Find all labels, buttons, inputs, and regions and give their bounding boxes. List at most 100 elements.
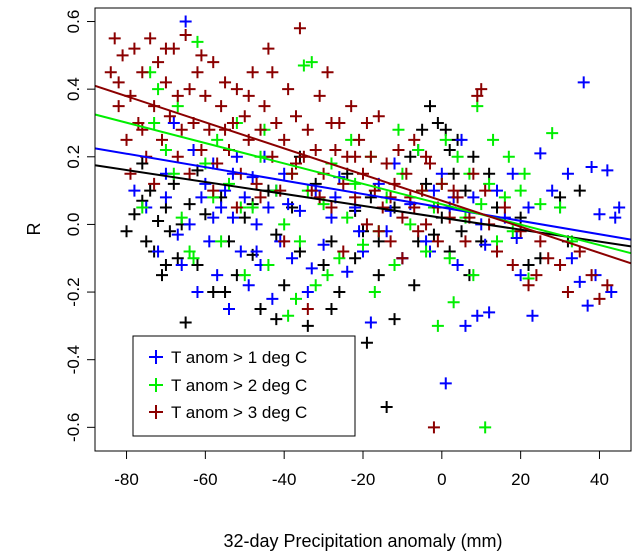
data-point-series-3 <box>313 89 326 102</box>
data-point-series-1 <box>483 306 496 319</box>
data-point-series-0 <box>420 177 433 190</box>
data-point-series-1 <box>199 177 212 190</box>
data-point-series-3 <box>104 66 117 79</box>
data-point-series-2 <box>305 56 318 69</box>
y-tick-label: 0.4 <box>64 77 83 101</box>
data-point-series-3 <box>530 269 543 282</box>
data-point-series-0 <box>439 123 452 136</box>
data-point-series-1 <box>341 265 354 278</box>
data-point-series-0 <box>455 225 468 238</box>
data-point-series-2 <box>246 201 259 214</box>
data-point-series-3 <box>435 177 448 190</box>
fit-line-series-2 <box>94 113 632 255</box>
data-point-series-2 <box>388 259 401 272</box>
data-point-series-1 <box>230 150 243 163</box>
data-point-series-3 <box>211 157 224 170</box>
data-point-series-3 <box>246 66 259 79</box>
data-point-series-3 <box>400 167 413 180</box>
data-point-series-0 <box>459 184 472 197</box>
data-point-series-1 <box>546 184 559 197</box>
data-point-series-2 <box>183 245 196 258</box>
data-point-series-3 <box>459 235 472 248</box>
data-point-series-1 <box>203 235 216 248</box>
data-point-series-3 <box>349 150 362 163</box>
data-point-series-3 <box>396 211 409 224</box>
data-point-series-1 <box>211 269 224 282</box>
data-point-series-1 <box>565 252 578 265</box>
data-point-series-0 <box>380 401 393 414</box>
data-point-series-0 <box>159 201 172 214</box>
data-point-series-3 <box>593 292 606 305</box>
y-tick-label: 0.6 <box>64 10 83 34</box>
data-point-series-2 <box>282 309 295 322</box>
data-point-series-3 <box>424 157 436 170</box>
data-point-series-1 <box>325 211 338 224</box>
data-point-series-0 <box>317 259 330 272</box>
data-point-series-3 <box>254 123 267 136</box>
y-tick-label: 0.2 <box>64 145 83 169</box>
data-point-series-1 <box>207 211 220 224</box>
data-point-series-3 <box>329 144 342 157</box>
x-tick-label: 20 <box>511 470 530 489</box>
data-point-series-2 <box>238 269 251 282</box>
data-point-series-1 <box>459 319 472 332</box>
data-point-series-2 <box>483 177 496 190</box>
data-point-series-3 <box>313 191 326 204</box>
data-point-series-2 <box>278 218 291 231</box>
data-point-series-0 <box>416 123 429 136</box>
data-point-series-0 <box>219 286 232 299</box>
y-axis-label: R <box>24 223 44 236</box>
data-point-series-0 <box>167 177 180 190</box>
data-point-series-2 <box>333 252 346 265</box>
data-point-series-0 <box>278 279 291 292</box>
data-point-series-3 <box>601 279 614 292</box>
data-point-series-2 <box>341 211 354 224</box>
data-point-series-3 <box>152 56 165 69</box>
data-point-series-1 <box>215 201 228 214</box>
data-point-series-1 <box>349 201 362 214</box>
data-point-series-1 <box>246 171 259 184</box>
data-point-series-0 <box>349 252 362 265</box>
data-point-series-2 <box>368 286 381 299</box>
data-point-series-3 <box>321 66 334 79</box>
data-point-series-1 <box>191 286 204 299</box>
data-point-series-1 <box>455 133 468 146</box>
data-point-series-1 <box>506 167 519 180</box>
data-point-series-3 <box>282 83 295 96</box>
data-point-series-3 <box>408 133 421 146</box>
data-point-series-3 <box>364 150 377 163</box>
data-point-series-3 <box>144 32 157 45</box>
data-point-series-3 <box>380 157 393 170</box>
data-point-series-2 <box>152 83 165 96</box>
data-point-series-3 <box>278 133 291 146</box>
data-point-series-3 <box>309 144 322 157</box>
data-point-series-1 <box>471 309 484 322</box>
data-point-series-3 <box>219 76 232 89</box>
data-point-series-2 <box>546 127 559 140</box>
data-point-series-3 <box>179 29 192 42</box>
data-point-series-1 <box>167 116 180 129</box>
data-point-series-3 <box>195 144 208 157</box>
data-point-series-2 <box>321 269 334 282</box>
data-point-series-3 <box>148 177 161 190</box>
data-point-series-2 <box>514 184 527 197</box>
data-point-series-3 <box>396 252 409 265</box>
data-point-series-3 <box>238 110 251 123</box>
data-point-series-3 <box>274 184 287 197</box>
data-point-series-1 <box>573 275 586 288</box>
data-point-series-3 <box>372 110 385 123</box>
data-point-series-1 <box>427 184 440 197</box>
data-point-series-0 <box>191 259 204 272</box>
data-point-series-1 <box>467 191 480 204</box>
data-point-series-1 <box>223 302 235 315</box>
legend-marker-2 <box>149 378 163 392</box>
data-point-series-0 <box>388 313 401 326</box>
data-point-series-3 <box>258 100 271 113</box>
legend-item: T anom > 2 deg C <box>149 376 307 395</box>
data-point-series-0 <box>156 269 168 282</box>
data-point-series-2 <box>211 133 224 146</box>
data-point-series-3 <box>360 218 373 231</box>
data-point-series-0 <box>333 286 346 299</box>
data-point-series-3 <box>420 150 433 163</box>
data-point-series-3 <box>554 259 567 272</box>
